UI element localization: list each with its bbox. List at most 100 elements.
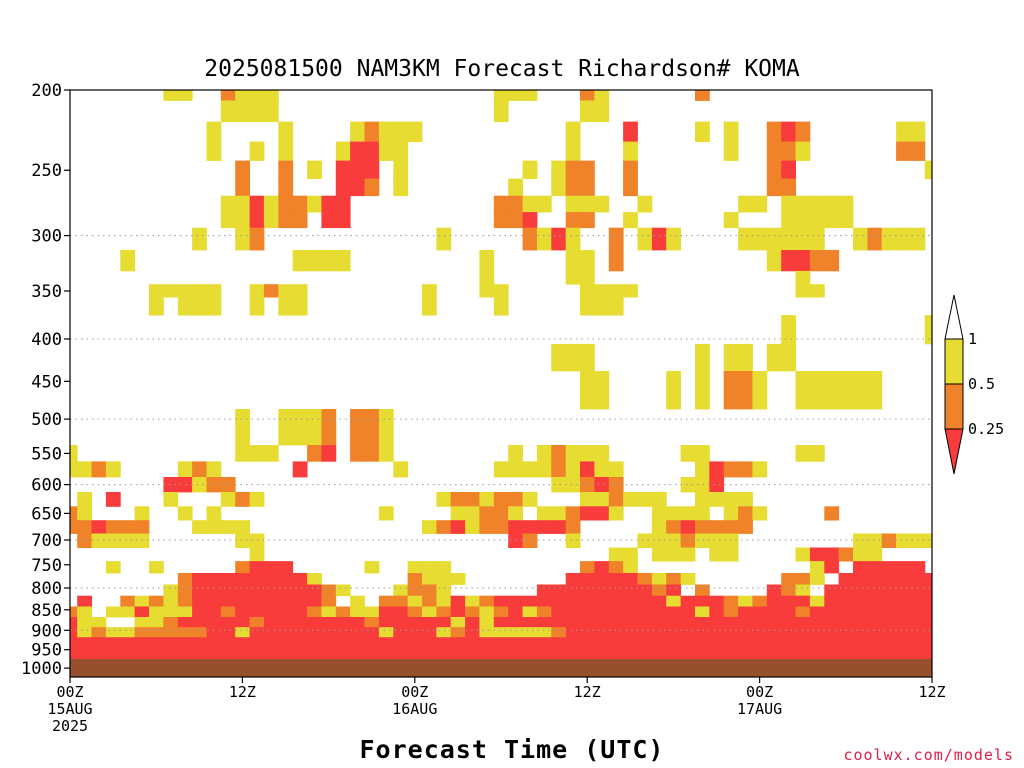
ri-cell — [695, 533, 710, 548]
ri-cell — [565, 141, 581, 161]
ri-cell — [105, 533, 121, 548]
ri-cell — [77, 595, 92, 607]
ri-cell — [738, 595, 753, 607]
ri-cell — [536, 445, 552, 462]
ri-cell — [479, 627, 495, 638]
ri-cell — [608, 637, 624, 648]
y-tick-label: 350 — [31, 282, 62, 302]
ri-cell — [924, 315, 933, 345]
ri-cell — [551, 227, 567, 251]
ri-cell — [235, 606, 250, 618]
ri-cell — [766, 637, 782, 648]
ri-cell — [651, 646, 667, 660]
ri-cell — [565, 461, 581, 478]
ri-cell — [723, 492, 739, 507]
ri-cell — [522, 520, 538, 534]
ri-cell — [623, 627, 638, 638]
ri-cell — [307, 595, 322, 607]
ri-cell — [608, 492, 624, 507]
ri-cell — [766, 121, 782, 142]
ri-cell — [479, 506, 495, 521]
ri-cell — [824, 195, 840, 213]
ri-cell — [924, 646, 933, 660]
ri-cell — [249, 627, 265, 638]
colorbar-segment-below-0-25 — [944, 428, 964, 475]
ri-cell — [867, 227, 883, 251]
ri-cell — [594, 606, 610, 618]
ri-cell — [364, 637, 380, 648]
ri-cell — [149, 284, 164, 298]
ri-cell — [263, 212, 279, 229]
ri-cell — [120, 627, 136, 638]
ri-cell — [565, 606, 581, 618]
ri-cell — [594, 492, 610, 507]
ri-cell — [565, 617, 581, 628]
ri-cell — [393, 160, 409, 179]
ri-cell — [709, 492, 725, 507]
ri-cell — [91, 627, 107, 638]
ri-cell — [824, 595, 840, 607]
ri-cell — [407, 561, 423, 574]
ri-cell — [479, 617, 495, 628]
ri-cell — [594, 561, 610, 574]
pressure-axis: 200 250 300 350 400 450 500 550 600 650 700 750 8008… — [21, 81, 70, 679]
ri-cell — [824, 561, 840, 574]
ri-cell — [307, 627, 322, 638]
ri-cell — [378, 445, 394, 462]
ri-cell — [580, 627, 595, 638]
ri-cell — [651, 520, 667, 534]
ri-cell — [307, 646, 322, 660]
ri-cell — [493, 595, 509, 607]
ri-cell — [666, 506, 681, 521]
ri-cell — [307, 637, 322, 648]
ri-cell — [393, 627, 409, 638]
ri-cell — [738, 227, 753, 251]
ri-cell — [809, 227, 825, 251]
ri-cell — [824, 212, 840, 229]
y-tick-label: 900 — [31, 621, 62, 641]
ri-cell — [206, 627, 222, 638]
ri-cell — [867, 595, 883, 607]
ri-cell — [278, 646, 294, 660]
ri-cell — [881, 637, 897, 648]
ri-cell — [709, 646, 725, 660]
ri-cell — [666, 627, 681, 638]
y-tick-label: 200 — [31, 81, 62, 101]
ri-cell — [623, 492, 638, 507]
ri-cell — [522, 461, 538, 478]
ri-cell — [393, 141, 409, 161]
ri-cell — [364, 409, 380, 446]
ri-cell — [709, 547, 725, 562]
ri-cell — [393, 584, 409, 597]
ri-cell — [838, 195, 854, 213]
ri-cell — [723, 533, 739, 548]
ri-cell — [781, 637, 796, 648]
ri-cell — [551, 646, 567, 660]
ri-cell — [637, 573, 653, 585]
ri-cell — [824, 250, 840, 272]
ri-cell — [695, 646, 710, 660]
ri-cell — [795, 646, 811, 660]
ri-cell — [580, 646, 595, 660]
ri-cell — [853, 617, 868, 628]
colorbar-legend: 1 0.5 0.25 — [944, 294, 1004, 475]
ri-cell — [838, 212, 854, 229]
ri-cell — [853, 595, 868, 607]
ri-cell — [249, 637, 265, 648]
ri-cell — [479, 606, 495, 618]
ri-cell — [565, 595, 581, 607]
ri-cell — [235, 212, 250, 229]
ri-cell — [910, 584, 926, 597]
ri-cell — [235, 409, 250, 446]
ri-cell — [206, 584, 222, 597]
ri-cell — [70, 606, 78, 618]
ri-cell — [809, 606, 825, 618]
ri-cell — [637, 617, 653, 628]
ri-cell — [321, 595, 337, 607]
ri-cell — [120, 250, 136, 272]
ri-cell — [637, 637, 653, 648]
ri-cell — [177, 297, 193, 316]
ri-cell — [594, 284, 610, 298]
ri-cell — [364, 121, 380, 142]
